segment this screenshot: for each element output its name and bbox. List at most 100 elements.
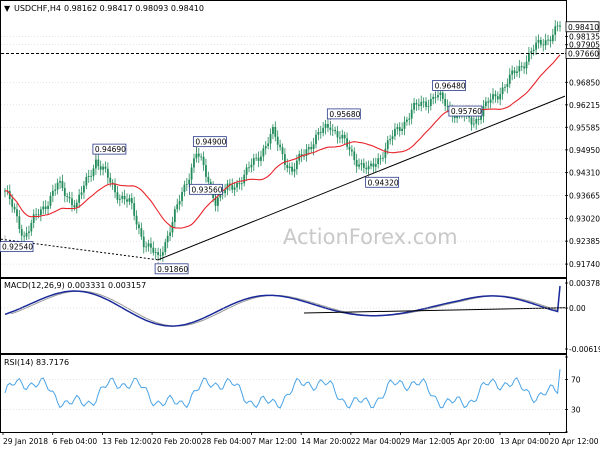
candle-body [504, 86, 506, 88]
candle-body [370, 163, 372, 167]
candle-body [288, 166, 291, 169]
candle-body [403, 121, 406, 129]
candle-body [386, 140, 389, 149]
macd-tick-label: 0.00 [569, 304, 586, 313]
candle-body [358, 164, 360, 167]
price-tick-label: 0.94310 [569, 169, 600, 178]
candle-body [291, 166, 293, 172]
candle-body [147, 243, 150, 247]
price-tick-label: 0.97905 [569, 41, 600, 50]
time-tick-label: 7 Mar 12:00 [251, 437, 297, 446]
candle-body [176, 204, 179, 210]
time-tick-label: 14 Mar 20:00 [301, 437, 351, 446]
candle-body [18, 216, 21, 229]
annotation-box [92, 143, 127, 155]
candle-body [114, 184, 116, 193]
candle-body [106, 168, 109, 178]
candle-body [360, 163, 363, 165]
candle-body [145, 246, 148, 248]
candle-body [405, 119, 408, 122]
candle-body [410, 109, 413, 119]
candle-body [547, 39, 549, 41]
candle-body [382, 157, 384, 159]
candle-body [532, 49, 535, 52]
candle-body [310, 147, 313, 149]
candle-body [195, 153, 198, 159]
current-price-box [565, 21, 600, 33]
candle-body [389, 139, 392, 141]
candle-body [324, 124, 327, 129]
header-ohlc: 0.98162 0.98417 0.98093 0.98410 [64, 4, 204, 13]
candle-body [336, 131, 339, 138]
moving-average-line [4, 54, 561, 229]
annotation-label: 0.95680 [329, 110, 360, 119]
candle-body [13, 206, 16, 210]
candle-body [228, 183, 231, 185]
time-tick-label: 13 Feb 12:00 [102, 437, 151, 446]
candle-body [528, 52, 530, 62]
candle-body [484, 101, 487, 107]
candle-body [372, 163, 375, 167]
header-arrow-icon[interactable]: ▼ [4, 4, 11, 13]
candle-body [508, 74, 511, 84]
candle-body [219, 192, 222, 198]
candle-body [49, 195, 52, 206]
candle-body [224, 189, 226, 194]
candle-body [413, 102, 415, 110]
candle-body [489, 99, 492, 103]
candle-body [312, 144, 315, 149]
candle-body [279, 144, 282, 148]
candle-body [346, 138, 348, 147]
candle-body [283, 154, 286, 165]
candle-body [408, 118, 411, 120]
candle-body [384, 148, 387, 158]
candle-body [516, 71, 518, 74]
candle-body [425, 101, 427, 107]
time-tick-label: 28 Feb 04:00 [202, 437, 251, 446]
time-tick-label: 5 Apr 20:00 [450, 437, 494, 446]
candle-body [30, 222, 33, 232]
candle-body [95, 159, 97, 169]
candle-body [32, 214, 35, 223]
annotation-box [189, 183, 223, 195]
candle-body [523, 66, 526, 69]
annotation-label: 0.94690 [95, 145, 126, 154]
candle-body [272, 126, 274, 134]
annotation-box [192, 136, 227, 148]
candle-body [559, 25, 561, 27]
candle-body [150, 243, 152, 248]
candle-body [47, 205, 49, 210]
candle-body [415, 102, 418, 105]
candle-body [274, 126, 277, 137]
candle-body [530, 51, 533, 53]
candle-body [188, 179, 191, 185]
candle-body [42, 206, 45, 210]
annotation-box [448, 105, 483, 117]
candle-body [554, 26, 557, 35]
rsi-line [4, 369, 561, 409]
candle-body [200, 156, 203, 158]
candle-body [185, 184, 188, 185]
candle-body [434, 96, 437, 98]
candle-body [542, 44, 545, 46]
price-annotations: 0.92540 0.94690 0.91860 0.94900 0.93560 0.956… [0, 80, 483, 275]
candle-body [138, 224, 140, 229]
candle-body [157, 252, 160, 255]
candle-body [422, 101, 425, 103]
candle-body [11, 199, 14, 207]
watermark-text: ActionForex.com [283, 225, 458, 249]
candle-body [362, 163, 365, 168]
candle-body [317, 131, 320, 135]
candle-body [520, 66, 523, 67]
candle-body [236, 182, 238, 188]
candle-body [262, 148, 265, 157]
candle-body [231, 184, 234, 190]
candle-body [260, 156, 262, 161]
candle-body [99, 166, 102, 170]
candle-body [334, 129, 337, 132]
candle-body [63, 188, 66, 197]
annotation-label: 0.94900 [195, 138, 226, 147]
time-axis: 29 Jan 2018 6 Feb 04:00 13 Feb 12:00 20 Feb… [2, 432, 599, 446]
candle-body [181, 192, 183, 202]
candle-body [140, 228, 143, 237]
